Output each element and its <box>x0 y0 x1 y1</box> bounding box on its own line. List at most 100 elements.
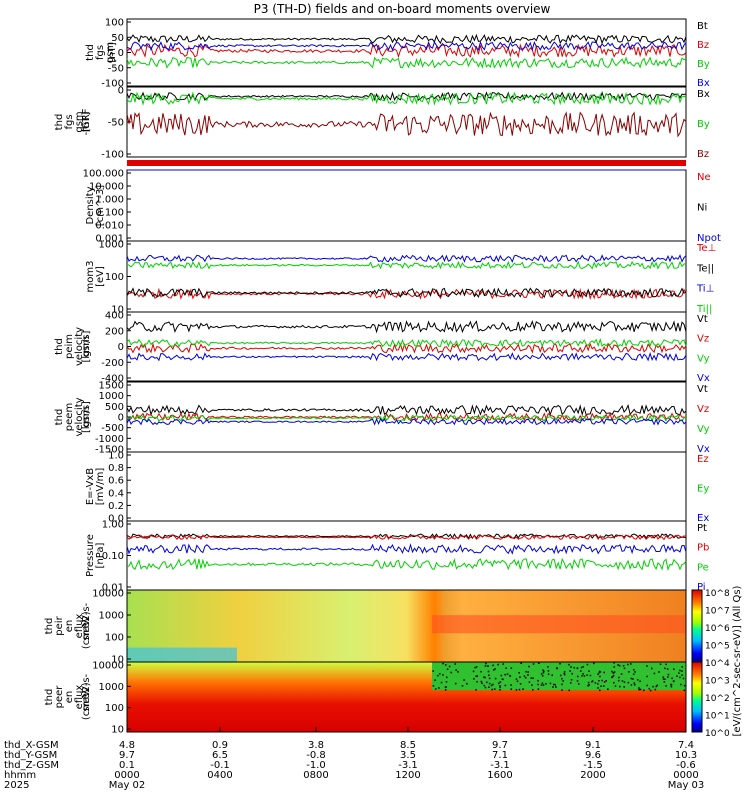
spectrogram-dot <box>472 670 475 673</box>
spectrogram-dot <box>632 673 635 676</box>
spectrogram-dot <box>518 688 521 691</box>
series-line-pt <box>126 533 687 540</box>
x-tick-label: 1200 <box>395 770 420 781</box>
y-axis-label: Density <box>85 186 96 224</box>
y-tick-label: -50 <box>108 118 124 129</box>
y-axis-label: peer <box>54 685 65 709</box>
y-axis-label: en <box>64 620 75 633</box>
spectrogram-dot <box>639 688 642 691</box>
spectrogram-dot <box>487 670 490 673</box>
x-tick-label: 0800 <box>303 770 328 781</box>
spectrogram-dot <box>457 671 459 673</box>
y-axis-label: eV <box>81 690 92 703</box>
series-line-vz <box>126 412 687 422</box>
spectrogram-dot <box>588 684 590 686</box>
series-line-vy <box>126 414 687 422</box>
spectrogram-dot <box>619 685 621 688</box>
series-line-pe <box>126 557 687 571</box>
y-tick-label: 1500 <box>99 381 124 392</box>
y-axis-label: gsm <box>105 42 116 63</box>
spectrogram-dot <box>681 670 683 672</box>
y-tick-label: 1.0 <box>108 451 124 462</box>
spectrogram-dot <box>519 676 521 679</box>
spectrogram-dot <box>659 663 662 666</box>
spectrogram-dot <box>434 679 436 681</box>
spectrogram-dot <box>440 681 443 684</box>
spectrogram-dot <box>476 675 479 677</box>
y-axis-label: [nPa] <box>95 542 106 568</box>
spectrogram-dot <box>494 677 497 680</box>
legend-label: Bx <box>697 89 710 100</box>
spectrogram-dot <box>598 671 601 674</box>
spectrogram-dot <box>613 681 615 684</box>
spectrogram-dot <box>632 668 635 671</box>
spectrogram-dot <box>599 671 602 673</box>
spectrogram-dot <box>623 686 625 688</box>
y-tick-label: 0 <box>118 48 124 59</box>
spectrogram-dot <box>620 673 623 675</box>
spectrogram-dot <box>510 688 513 690</box>
spectrogram-dot <box>679 669 681 672</box>
spectrogram-dot <box>455 669 458 671</box>
spectrogram-dot <box>492 683 494 686</box>
y-axis-label: thd <box>54 114 65 131</box>
colorbar-tick-label: 10^3 <box>705 677 730 687</box>
y-tick-label: 1000 <box>99 391 124 402</box>
spectrogram-dot <box>499 685 501 687</box>
y-tick-label: 10 <box>111 655 124 666</box>
spectrogram-dot <box>524 676 527 679</box>
spectrogram-dot <box>515 678 518 680</box>
y-axis-label: eV <box>81 619 92 632</box>
spectrogram-dot <box>598 670 601 673</box>
y-tick-label: 0.010 <box>95 221 124 232</box>
spectrogram-dot <box>432 670 434 672</box>
spectrogram-dot <box>445 676 448 679</box>
spectrogram-dot <box>573 666 576 669</box>
spectrogram-dot <box>518 671 520 674</box>
spectrogram-dot <box>617 664 619 666</box>
series-line-ti|| <box>126 260 687 270</box>
spectrogram-dot <box>562 680 564 682</box>
y-axis-label: gsm <box>81 406 92 427</box>
spectrogram-dot <box>502 678 504 681</box>
spectrogram-dot <box>540 673 543 675</box>
y-tick-label: 1000 <box>99 240 124 251</box>
x-tick-label: 9.7 <box>492 740 508 751</box>
spectrogram-dot <box>499 681 502 683</box>
x-tick-label: -0.6 <box>676 760 696 771</box>
spectrogram-dot <box>542 671 545 674</box>
y-tick-label: 0 <box>118 413 124 424</box>
x-row-label: hhmm <box>4 770 36 781</box>
spectrogram-dot <box>442 662 444 665</box>
spectrogram-dot <box>579 670 582 672</box>
spectrogram-dot <box>527 674 529 676</box>
spectrogram-dot <box>520 662 522 665</box>
y-tick-label: 100 <box>105 633 124 644</box>
spectrogram-dot <box>483 676 485 678</box>
y-tick-label: 0.001 <box>95 234 124 245</box>
spectrogram-dot <box>628 671 630 673</box>
spectrogram-dot <box>591 681 593 683</box>
spectrogram-dot <box>576 680 579 682</box>
spectrogram-dot <box>488 682 491 685</box>
spectrogram-dot <box>603 681 606 683</box>
x-tick-label: -0.1 <box>210 760 230 771</box>
spectrogram-dot <box>523 675 526 677</box>
spectrogram-dot <box>561 683 563 686</box>
spectrogram-green-region <box>432 662 686 690</box>
legend-label: By <box>697 119 710 130</box>
y-axis-label: -IGRF <box>81 108 92 135</box>
series-line-bz <box>126 43 687 59</box>
spectrogram-dot <box>540 684 543 686</box>
y-tick-label: -200 <box>101 358 124 369</box>
spectrogram-dot <box>587 681 590 684</box>
series-line-vy <box>126 337 687 348</box>
spectrogram-dot <box>599 689 601 692</box>
spectrogram-dot <box>541 682 544 685</box>
spectrogram-dot <box>576 675 579 678</box>
y-axis-label: thd <box>44 689 55 706</box>
panel-frame-10 <box>126 661 687 733</box>
y-tick-label: 0.0 <box>108 514 124 525</box>
y-tick-label: 10 <box>111 305 124 316</box>
y-tick-label: 10.000 <box>89 182 124 193</box>
